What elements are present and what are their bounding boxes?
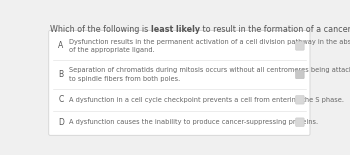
Text: Separation of chromatids during mitosis occurs without all centromeres being att: Separation of chromatids during mitosis …: [69, 67, 350, 73]
FancyBboxPatch shape: [296, 118, 304, 126]
Text: D: D: [58, 118, 64, 127]
FancyBboxPatch shape: [296, 70, 304, 79]
FancyBboxPatch shape: [296, 96, 304, 104]
Text: A dysfunction in a cell cycle checkpoint prevents a cell from entering the S pha: A dysfunction in a cell cycle checkpoint…: [69, 97, 344, 103]
Text: of the appropriate ligand.: of the appropriate ligand.: [69, 47, 155, 53]
Text: to result in the formation of a cancerous cell?: to result in the formation of a cancerou…: [200, 25, 350, 34]
Text: Dysfunction results in the permanent activation of a cell division pathway in th: Dysfunction results in the permanent act…: [69, 39, 350, 45]
Text: B: B: [58, 70, 63, 79]
Text: A dysfunction causes the inability to produce cancer-suppressing proteins.: A dysfunction causes the inability to pr…: [69, 119, 318, 125]
Text: to spindle fibers from both poles.: to spindle fibers from both poles.: [69, 76, 181, 82]
FancyBboxPatch shape: [49, 31, 310, 135]
Text: least likely: least likely: [151, 25, 200, 34]
Text: A: A: [58, 41, 63, 50]
FancyBboxPatch shape: [296, 42, 304, 50]
Text: C: C: [58, 95, 63, 104]
Text: Which of the following is: Which of the following is: [50, 25, 151, 34]
